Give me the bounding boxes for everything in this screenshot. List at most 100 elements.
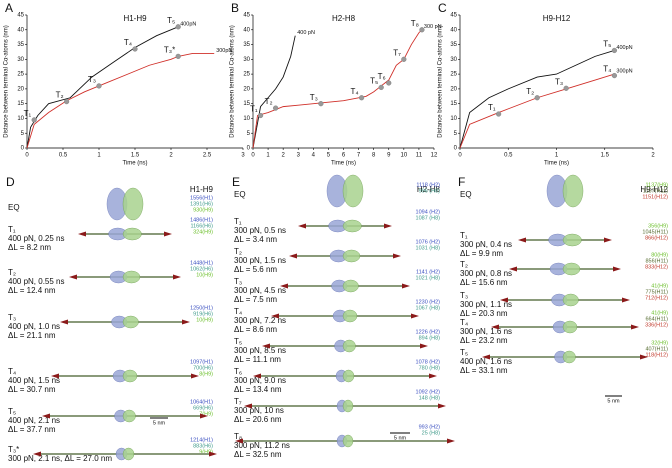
state-desc: 300 pN, 8.5 ns xyxy=(234,346,286,355)
state-marker xyxy=(359,95,365,101)
contact-count: 148 (H8) xyxy=(419,395,441,401)
x-tick-label: 1.5 xyxy=(131,153,140,159)
y-tick-label: 5 xyxy=(247,131,251,137)
state-label: T₁ xyxy=(488,103,496,112)
force-arrow xyxy=(509,266,517,272)
state-desc: 300 pN, 0.4 ns xyxy=(460,240,512,249)
y-tick-label: 30 xyxy=(17,57,24,63)
force-arrow xyxy=(482,354,490,360)
contact-count: 1157(H11) xyxy=(643,188,668,194)
panel-letter: A xyxy=(5,1,13,15)
x-tick-label: 4 xyxy=(312,153,316,159)
state-desc: 300 pN, 4.5 ns xyxy=(234,286,286,295)
contact-count: 1064(H1) xyxy=(190,399,213,405)
contact-count: 664(H11) xyxy=(645,316,668,322)
protein-blob xyxy=(122,270,141,284)
force-arrow xyxy=(613,266,621,272)
y-tick-label: 45 xyxy=(243,13,250,19)
state-desc: 300 pN, 1.1 ns xyxy=(460,300,512,309)
x-tick-label: 1.5 xyxy=(601,153,610,159)
y-axis-label: Distance between terminal Cα-atoms (nm) xyxy=(4,25,10,138)
state-label: T₁ xyxy=(24,109,32,118)
state-name: T₈ xyxy=(234,432,242,441)
state-desc: ΔL = 20.6 nm xyxy=(234,415,282,424)
scale-label: 5 nm xyxy=(153,420,166,426)
contact-count: 32(H9) xyxy=(651,340,668,346)
contact-count: 996 (H8) xyxy=(419,188,441,194)
state-marker xyxy=(386,80,392,86)
protein-blob xyxy=(342,339,356,353)
contact-count: 1062(H6) xyxy=(190,266,213,272)
state-label: T₅ xyxy=(603,40,611,49)
contact-count: 1151(H12) xyxy=(642,194,668,200)
state-label: T₄ xyxy=(350,87,358,96)
contact-count: 883(H6) xyxy=(193,443,213,449)
y-tick-label: 10 xyxy=(243,116,250,122)
force-arrow xyxy=(69,274,77,280)
state-name: T₄ xyxy=(8,367,16,376)
contact-count: 1141 (H2) xyxy=(416,269,440,275)
state-desc: ΔL = 13.4 nm xyxy=(234,385,282,394)
protein-blob xyxy=(342,174,364,208)
x-tick-label: 0.5 xyxy=(59,153,68,159)
state-desc: 400 pN, 0.25 ns xyxy=(8,234,64,243)
state-desc: ΔL = 7.5 nm xyxy=(234,295,277,304)
series-label: 400pN xyxy=(180,21,196,27)
x-tick-label: 6 xyxy=(342,153,346,159)
state-desc: ΔL = 9.9 nm xyxy=(460,249,503,258)
x-tick-label: 2 xyxy=(651,153,655,159)
panel-title: H9-H12 xyxy=(640,185,668,194)
state-desc: ΔL = 30.7 nm xyxy=(8,385,56,394)
state-marker xyxy=(31,117,37,123)
scale-label: 5 nm xyxy=(394,435,407,441)
contact-count: 1230 (H2) xyxy=(416,299,441,305)
state-name: T₂ xyxy=(460,260,468,269)
state-label: T₃ xyxy=(310,93,318,102)
state-marker xyxy=(132,46,138,52)
contact-count: 1556(H1) xyxy=(190,195,213,201)
protein-blob xyxy=(562,293,579,307)
x-tick-label: 10 xyxy=(400,153,407,159)
y-tick-label: 30 xyxy=(243,57,250,63)
contact-count: 775(H11) xyxy=(645,289,668,295)
state-desc: 300 pN, 0.8 ns xyxy=(460,269,512,278)
x-tick-label: 0.5 xyxy=(504,153,513,159)
y-tick-label: 25 xyxy=(243,72,250,78)
state-name: T₃ xyxy=(460,291,468,300)
state-desc: 400 pN, 1.0 ns xyxy=(8,322,60,331)
contact-count: 1094 (H2) xyxy=(416,209,441,215)
contact-count: 930(H9) xyxy=(193,207,213,213)
y-tick-label: 0 xyxy=(454,146,458,152)
state-name: EQ xyxy=(234,190,246,199)
x-tick-label: 0 xyxy=(458,153,462,159)
y-tick-label: 35 xyxy=(243,42,250,48)
force-arrow xyxy=(447,438,455,444)
contact-count: 1087 (H8) xyxy=(416,215,441,221)
contact-count: 1078 (H2) xyxy=(416,359,441,365)
force-arrow xyxy=(209,451,217,457)
state-desc: 400 pN, 2.1 ns xyxy=(8,416,60,425)
contact-count: 1226 (H2) xyxy=(416,329,441,335)
protein-blob xyxy=(122,369,138,383)
contact-count: 866(H12) xyxy=(645,235,668,241)
contact-count: 356(H9) xyxy=(648,223,668,229)
data-line xyxy=(26,26,179,149)
contact-count: 407(H11) xyxy=(645,346,668,352)
state-desc: 300 pN, 1.6 ns xyxy=(460,327,512,336)
protein-blob xyxy=(342,279,359,293)
state-desc: ΔL = 5.6 nm xyxy=(234,265,277,274)
state-desc: 300 pN, 1.5 ns xyxy=(234,256,286,265)
state-desc: 300 pN, 2.1 ns, ΔL = 27.0 nm xyxy=(8,454,112,463)
force-arrow xyxy=(51,373,59,379)
protein-blob xyxy=(562,233,582,247)
state-desc: 300 pN, 11.2 ns xyxy=(234,441,290,450)
force-arrow xyxy=(42,413,50,419)
state-desc: ΔL = 12.4 nm xyxy=(8,286,56,295)
panel-title: H1-H9 xyxy=(190,185,214,194)
state-desc: 300 pN, 9.0 ns xyxy=(234,376,286,385)
state-name: T₄ xyxy=(460,318,468,327)
y-tick-label: 10 xyxy=(450,116,457,122)
protein-blob xyxy=(562,174,584,208)
force-arrow xyxy=(438,403,446,409)
chart-title: H2-H8 xyxy=(332,14,356,23)
